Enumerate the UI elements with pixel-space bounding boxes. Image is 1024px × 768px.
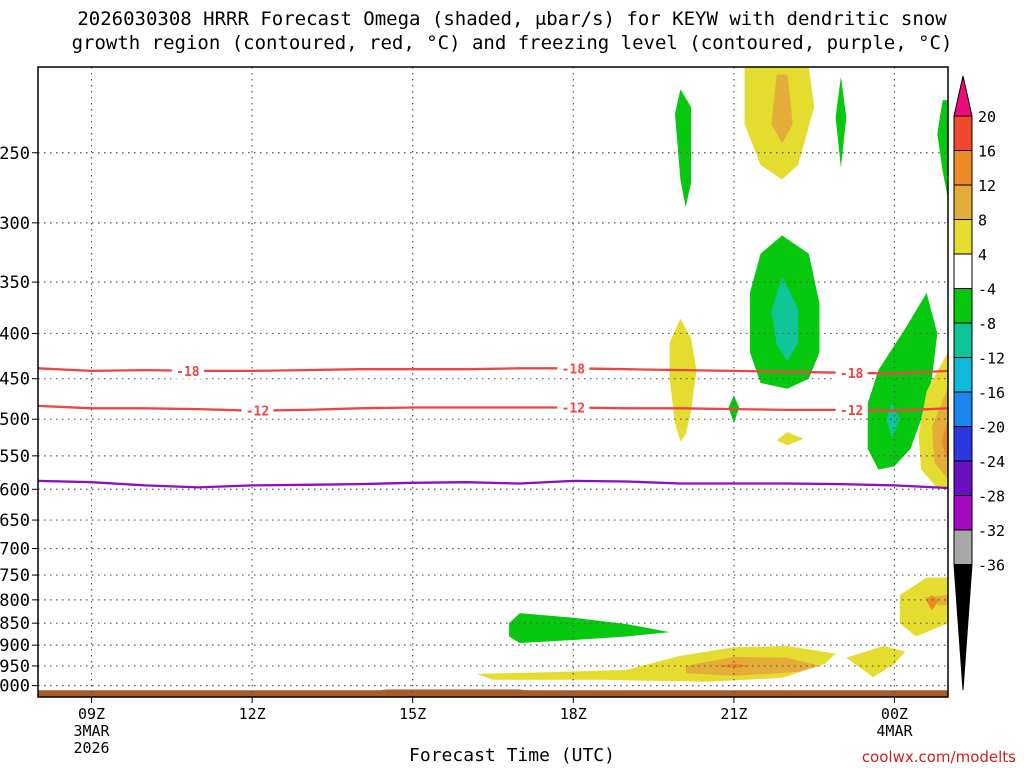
credit-text: coolwx.com/modelts <box>861 748 1016 766</box>
contour-label-bg <box>835 402 868 419</box>
colorbar-arrow-top <box>953 75 973 117</box>
x-tick-year: 2026 <box>73 739 109 757</box>
omega-region-3 <box>835 76 847 168</box>
y-tick-label: 400 <box>0 324 30 344</box>
omega-region-9 <box>776 432 804 446</box>
omega-region-6 <box>771 276 799 362</box>
colorbar-cell <box>953 460 973 496</box>
colorbar-cell <box>953 391 973 427</box>
contour-line-1 <box>37 404 949 412</box>
x-tick-date: 3MAR <box>73 722 110 740</box>
colorbar-label: 12 <box>978 177 996 195</box>
y-tick-label: 800 <box>0 591 30 611</box>
colorbar-label: -20 <box>978 419 1005 437</box>
plot-background <box>38 67 948 697</box>
colorbar-label: -8 <box>978 315 996 333</box>
contour-line-2 <box>37 479 949 490</box>
y-axis: 2503003504004505005506006507007508008509… <box>0 144 38 697</box>
colorbar-cell <box>953 219 973 255</box>
x-axis-label: Forecast Time (UTC) <box>409 745 615 766</box>
omega-region-1 <box>771 74 793 144</box>
colorbar-cell <box>953 322 973 358</box>
y-tick-label: 250 <box>0 144 30 164</box>
x-tick-label: 12Z <box>239 705 266 723</box>
colorbar-label: -4 <box>978 281 996 299</box>
omega-region-22 <box>846 646 906 678</box>
contour-label: -18 <box>176 365 200 380</box>
x-tick-label: 21Z <box>720 705 747 723</box>
colorbar-cell <box>953 184 973 220</box>
colorbar-label: -24 <box>978 453 1005 471</box>
omega-region-4 <box>937 100 948 200</box>
colorbar-cell <box>953 357 973 393</box>
colorbar-label: 16 <box>978 143 996 161</box>
y-tick-label: 600 <box>0 480 30 500</box>
x-tick-date: 4MAR <box>876 722 913 740</box>
omega-region-17 <box>926 595 939 611</box>
y-tick-label: 900 <box>0 636 30 656</box>
y-tick-label: 500 <box>0 410 30 430</box>
chart-title-line2: growth region (contoured, red, °C) and f… <box>71 32 953 54</box>
contour-label-bg <box>557 399 590 416</box>
contour-label-bg <box>835 364 868 381</box>
colorbar-arrow-bottom <box>953 564 973 691</box>
y-tick-label: 1000 <box>0 677 30 697</box>
omega-region-18 <box>509 613 670 643</box>
y-tick-label: 350 <box>0 273 30 293</box>
colorbar: 20 16 12 8 4 -4 -8 -12 -16 -20 -24 -28 -32 -36 <box>953 75 1005 691</box>
ground-area <box>38 689 948 697</box>
contour-label: -12 <box>246 405 269 420</box>
x-tick-label: 09Z <box>78 705 105 723</box>
omega-region-21 <box>717 663 750 669</box>
y-tick-label: 850 <box>0 614 30 634</box>
contour-label: -12 <box>562 401 585 416</box>
y-tick-label: 300 <box>0 214 30 234</box>
colorbar-label: -12 <box>978 350 1005 368</box>
colorbar-cell <box>953 495 973 531</box>
contour-label-bg <box>171 362 204 379</box>
y-tick-label: 750 <box>0 566 30 586</box>
colorbar-label: -32 <box>978 522 1005 540</box>
colorbar-label: -28 <box>978 488 1005 506</box>
contour-label: -12 <box>840 404 863 419</box>
contour-label-bg <box>241 402 274 419</box>
y-tick-label: 950 <box>0 657 30 677</box>
contour-label: -18 <box>562 362 586 377</box>
omega-region-13 <box>931 387 948 480</box>
y-tick-label: 650 <box>0 511 30 531</box>
colorbar-cell <box>953 150 973 186</box>
chart-title-line1: 2026030308 HRRR Forecast Omega (shaded, … <box>77 8 947 30</box>
omega-region-15 <box>899 577 948 637</box>
colorbar-cell <box>953 529 973 565</box>
colorbar-label: 20 <box>978 108 996 126</box>
shaded-regions <box>38 67 948 697</box>
colorbar-label: 4 <box>978 246 987 264</box>
omega-region-11 <box>886 403 900 438</box>
contour-label-bg <box>557 360 590 377</box>
x-tick-label: 15Z <box>399 705 426 723</box>
colorbar-label: 8 <box>978 212 987 230</box>
omega-region-2 <box>675 89 692 208</box>
contour-label: -18 <box>840 367 864 382</box>
y-tick-label: 450 <box>0 370 30 390</box>
x-tick-label: 18Z <box>560 705 587 723</box>
omega-region-10 <box>867 292 938 470</box>
y-tick-label: 550 <box>0 447 30 467</box>
omega-region-7 <box>669 318 697 442</box>
contour-lines: -18 -18 -18 -12 -12 -12 <box>37 360 949 490</box>
x-tick-label: 00Z <box>881 705 908 723</box>
colorbar-cell <box>953 426 973 462</box>
colorbar-label: -36 <box>978 557 1005 575</box>
colorbar-label: -16 <box>978 384 1005 402</box>
colorbar-cell <box>953 115 973 151</box>
plot-frame <box>37 66 949 698</box>
colorbar-cell <box>953 288 973 324</box>
omega-region-14 <box>941 419 948 463</box>
y-tick-label: 700 <box>0 540 30 560</box>
colorbar-cell <box>953 253 973 289</box>
